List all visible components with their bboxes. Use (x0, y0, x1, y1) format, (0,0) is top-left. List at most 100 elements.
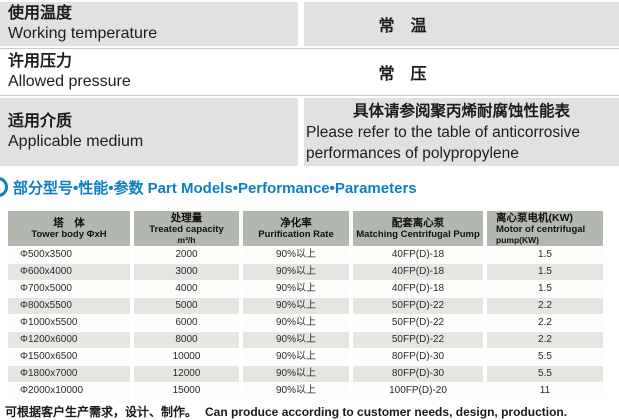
spec-label-en: Applicable medium (8, 133, 144, 150)
table-cell: 90%以上 (243, 298, 349, 314)
header-cell-tower-body: 塔 体 Tower body ΦxH (8, 211, 130, 246)
row-divider (0, 93, 619, 98)
table-cell: 90%以上 (243, 264, 349, 280)
header-cell-purification-rate: 净化率 Purification Rate (243, 211, 349, 246)
header-zh: 塔 体 (53, 217, 85, 229)
table-cell: 100FP(D)-20 (353, 383, 483, 399)
table-cell: Φ800x5500 (8, 298, 130, 314)
spec-value-cell: 常 温 (304, 2, 619, 46)
header-unit: m³/h (177, 235, 196, 245)
table-cell: 50FP(D)-22 (353, 298, 483, 314)
header-en: Matching Centrifugal Pump (356, 229, 480, 240)
table-cell: 5000 (134, 298, 239, 314)
table-row: Φ1000x5500 6000 90%以上 50FP(D)-22 2.2 (8, 315, 603, 331)
table-cell: 80FP(D)-30 (353, 349, 483, 365)
header-en: Purification Rate (258, 229, 334, 240)
table-cell: 90%以上 (243, 281, 349, 297)
header-en: Motor of centrifugal (496, 224, 586, 235)
params-table-header: 塔 体 Tower body ΦxH 处理量 Treated capacity … (8, 211, 603, 246)
table-cell: 40FP(D)-18 (353, 247, 483, 263)
table-cell: 90%以上 (243, 247, 349, 263)
section-heading-label: 部分型号•性能•参数 Part Models•Performance•Param… (13, 179, 417, 197)
spec-table: 使用温度 Working temperature 常 温 许用压力 Allowe… (0, 2, 619, 166)
table-cell: 90%以上 (243, 366, 349, 382)
header-cell-pump-motor: 离心泵电机(KW) Motor of centrifugal pump(KW) (487, 211, 603, 246)
table-cell: Φ1000x5500 (8, 315, 130, 331)
spec-row-working-temperature: 使用温度 Working temperature 常 温 (0, 2, 619, 46)
table-cell: 5.5 (487, 366, 603, 382)
table-row: Φ2000x10000 15000 90%以上 100FP(D)-20 11 (8, 383, 603, 399)
table-cell: 8000 (134, 332, 239, 348)
table-cell: Φ500x3500 (8, 247, 130, 263)
header-zh: 处理量 (170, 212, 203, 224)
header-zh: 离心泵电机(KW) (496, 212, 573, 224)
table-cell: 1.5 (487, 247, 603, 263)
table-cell: 6000 (134, 315, 239, 331)
table-cell: 50FP(D)-22 (353, 315, 483, 331)
spec-value-zh: 具体请参阅聚丙烯耐腐蚀性能表 (352, 102, 570, 120)
table-row: Φ700x5000 4000 90%以上 40FP(D)-18 1.5 (8, 281, 603, 297)
spec-value-cell: 具体请参阅聚丙烯耐腐蚀性能表 Please refer to the table… (304, 98, 619, 166)
table-cell: 3000 (134, 264, 239, 280)
table-cell: 90%以上 (243, 332, 349, 348)
spec-label-zh: 使用温度 (8, 5, 73, 22)
row-divider (0, 46, 619, 51)
spec-value-en: Please refer to the table of anticorrosi… (306, 123, 580, 162)
spec-value-cell: 常 压 (304, 51, 619, 93)
header-cell-treated-capacity: 处理量 Treated capacity m³/h (134, 211, 239, 246)
table-cell: Φ1800x7000 (8, 366, 130, 382)
table-cell: 11 (487, 383, 603, 399)
table-row: Φ1800x7000 12000 90%以上 80FP(D)-30 5.5 (8, 366, 603, 382)
table-cell: 90%以上 (243, 349, 349, 365)
spec-label-cell: 使用温度 Working temperature (0, 2, 298, 46)
header-zh: 净化率 (280, 217, 312, 229)
table-row: Φ600x4000 3000 90%以上 40FP(D)-18 1.5 (8, 264, 603, 280)
spec-label-cell: 适用介质 Applicable medium (0, 98, 298, 166)
table-cell: 40FP(D)-18 (353, 281, 483, 297)
table-cell: 2.2 (487, 298, 603, 314)
spec-label-en: Working temperature (8, 25, 158, 42)
table-cell: 2000 (134, 247, 239, 263)
table-cell: 1.5 (487, 281, 603, 297)
table-row: Φ1200x6000 8000 90%以上 50FP(D)-22 2.2 (8, 332, 603, 348)
table-cell: 2.2 (487, 315, 603, 331)
table-cell: 40FP(D)-18 (353, 264, 483, 280)
table-cell: Φ600x4000 (8, 264, 130, 280)
table-cell: 12000 (134, 366, 239, 382)
table-cell: 5.5 (487, 349, 603, 365)
table-cell: 80FP(D)-30 (353, 366, 483, 382)
section-bullet-icon (0, 177, 8, 197)
table-row: Φ800x5500 5000 90%以上 50FP(D)-22 2.2 (8, 298, 603, 314)
params-table: 塔 体 Tower body ΦxH 处理量 Treated capacity … (8, 211, 603, 399)
table-cell: Φ1500x6500 (8, 349, 130, 365)
footnote-zh: 可根据客户生产需求，设计、制作。 (5, 405, 198, 419)
spec-row-allowed-pressure: 许用压力 Allowed pressure 常 压 (0, 51, 619, 93)
table-cell: 10000 (134, 349, 239, 365)
spec-label-zh: 适用介质 (8, 113, 73, 130)
table-cell: 90%以上 (243, 315, 349, 331)
footnote-en: Can produce according to customer needs,… (205, 405, 568, 419)
spec-label-en: Allowed pressure (8, 73, 131, 90)
table-cell: 1.5 (487, 264, 603, 280)
header-en: Tower body ΦxH (31, 229, 107, 240)
spec-value: 常 压 (378, 66, 427, 83)
table-cell: 50FP(D)-22 (353, 332, 483, 348)
header-unit: pump(KW) (496, 235, 539, 245)
table-cell: Φ2000x10000 (8, 383, 130, 399)
footnote: 可根据客户生产需求，设计、制作。 Can produce according to… (5, 403, 619, 420)
table-cell: 4000 (134, 281, 239, 297)
spec-label-cell: 许用压力 Allowed pressure (0, 51, 298, 93)
spec-label-zh: 许用压力 (8, 53, 73, 70)
spec-row-applicable-medium: 适用介质 Applicable medium 具体请参阅聚丙烯耐腐蚀性能表 Pl… (0, 98, 619, 166)
header-zh: 配套离心泵 (391, 217, 445, 229)
table-cell: 15000 (134, 383, 239, 399)
table-cell: Φ700x5000 (8, 281, 130, 297)
table-cell: 90%以上 (243, 383, 349, 399)
params-table-body: Φ500x3500 2000 90%以上 40FP(D)-18 1.5 Φ600x4000… (8, 247, 603, 399)
table-cell: 2.2 (487, 332, 603, 348)
header-en: Treated capacity (149, 224, 224, 235)
spec-value: 常 温 (378, 18, 427, 35)
section-heading: 部分型号•性能•参数 Part Models•Performance•Param… (0, 176, 619, 198)
header-cell-matching-pump: 配套离心泵 Matching Centrifugal Pump (353, 211, 483, 246)
table-cell: Φ1200x6000 (8, 332, 130, 348)
